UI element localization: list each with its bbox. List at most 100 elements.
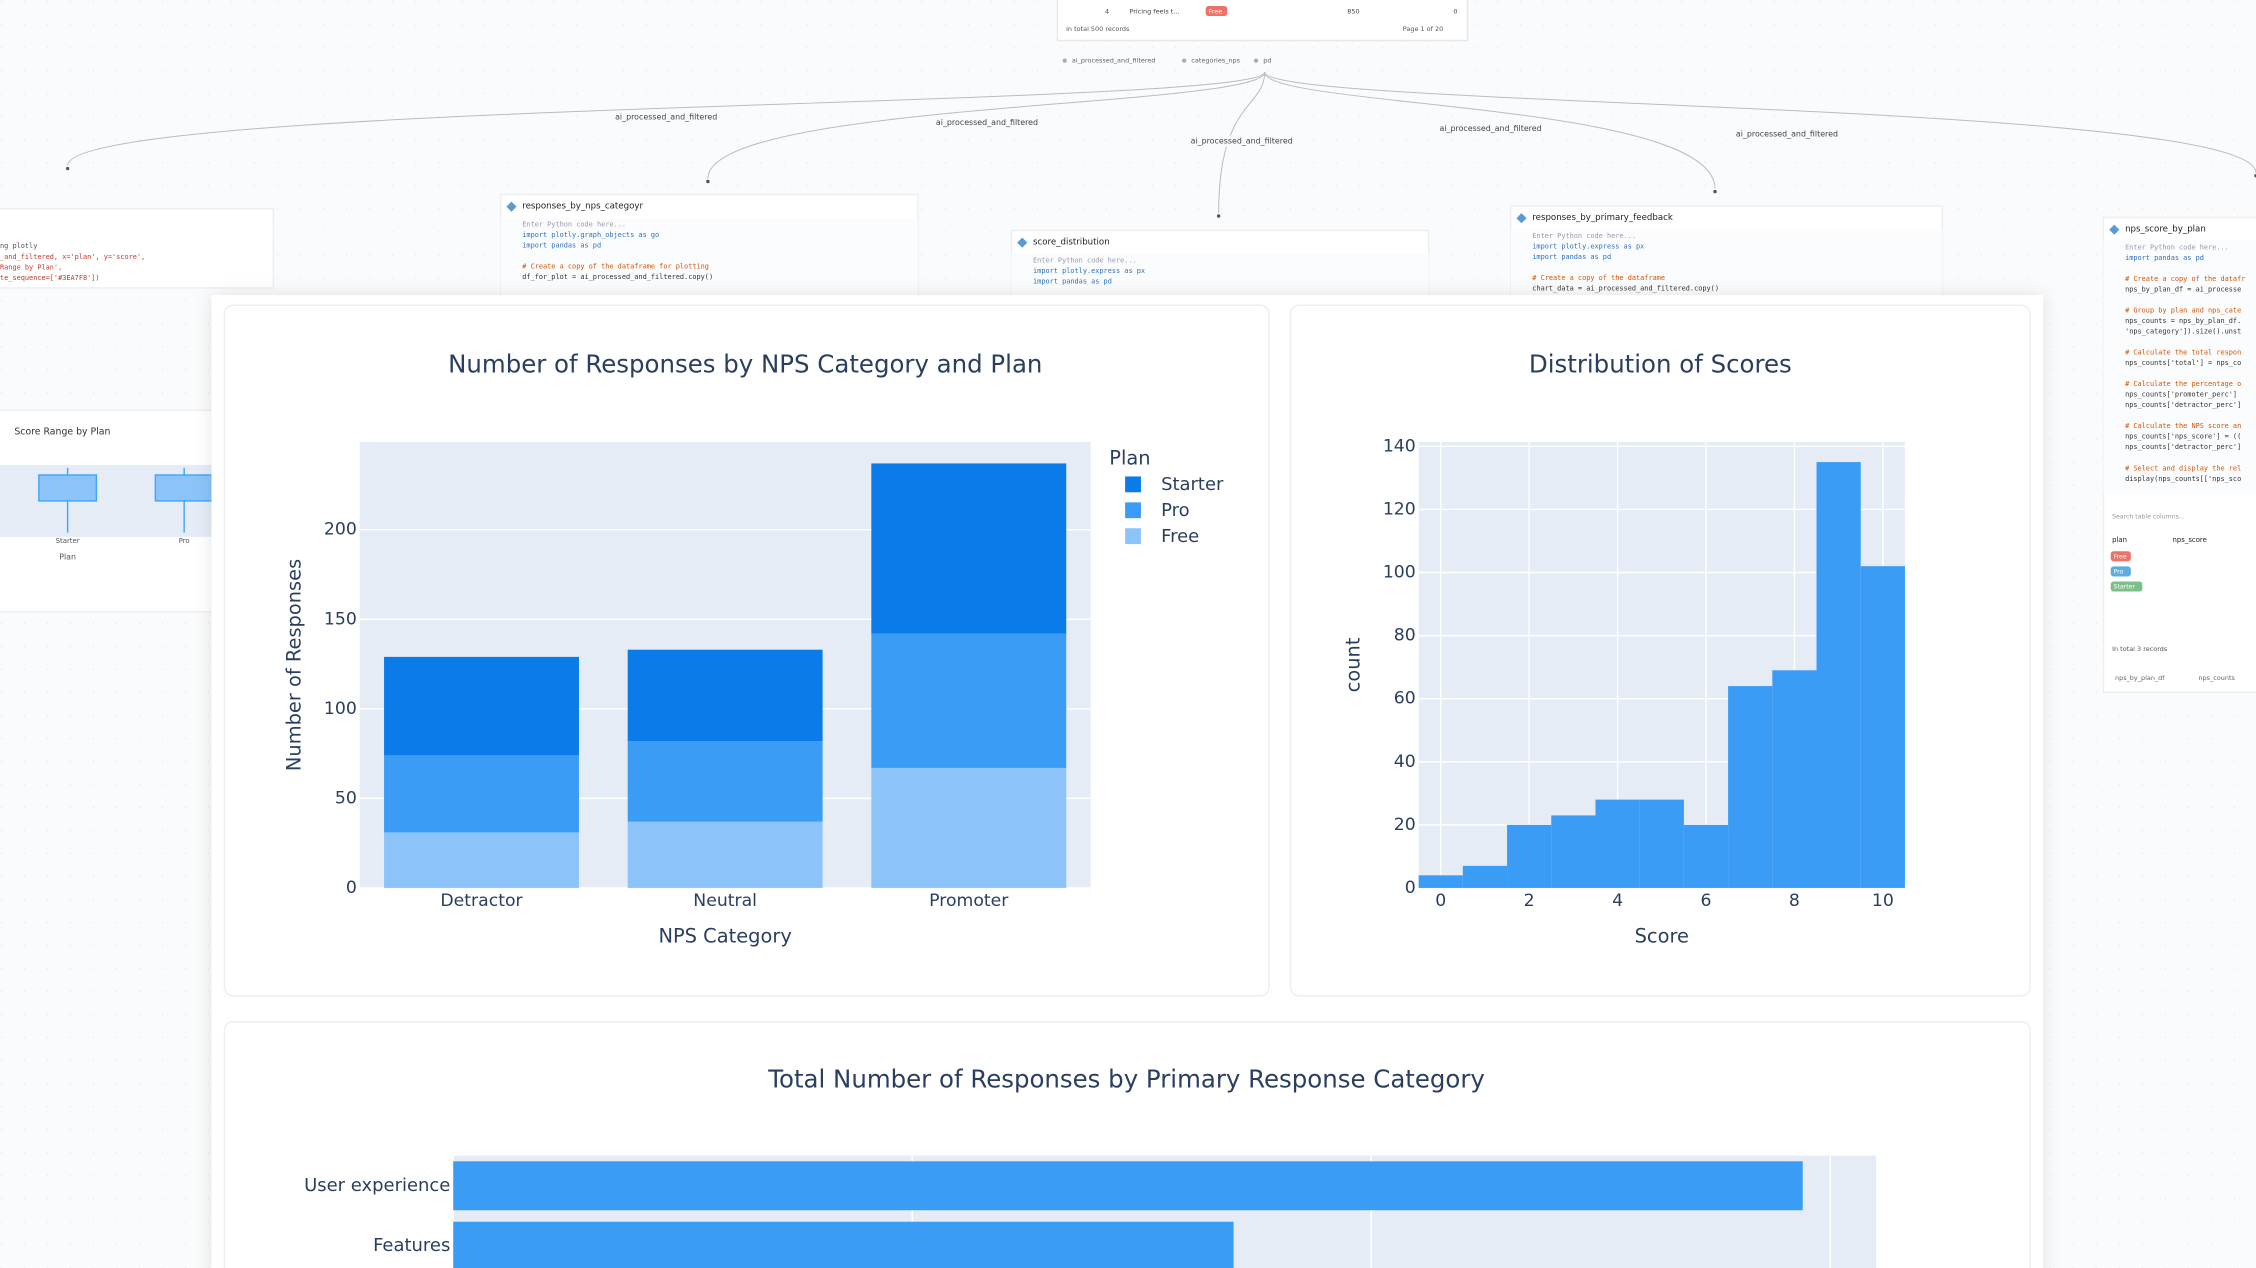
edge-label: ai_processed_and_filtered (615, 112, 717, 121)
code-line: # Group by plan and nps_cate (2125, 307, 2241, 315)
code-line: chart_data = ai_processed_and_filtered.c… (1532, 285, 1719, 293)
output-tag: nps_by_plan_df (2115, 674, 2165, 682)
bar-segment (384, 755, 579, 833)
output-tag: ai_processed_and_filtered (1072, 57, 1156, 65)
plan-tag: Free (2114, 553, 2127, 560)
table-header: plan (2112, 536, 2127, 544)
plan-tag: Starter (2114, 584, 2136, 591)
legend-swatch (1125, 476, 1141, 493)
edge (67, 71, 1266, 166)
editor (2103, 240, 2256, 493)
x-tick-label: Neutral (693, 891, 757, 911)
output-tag: pd (1263, 57, 1271, 65)
node-title: responses_by_nps_categoyr (522, 201, 643, 211)
code-line: # Calculate the total respon (2125, 349, 2241, 357)
cell: 4 (1105, 8, 1109, 16)
tag-dot (1062, 58, 1067, 63)
editor (1510, 228, 1943, 307)
code-line: nps_counts['detractor_perc'] (2125, 443, 2241, 451)
edge-label-bg (1729, 128, 1845, 140)
code-line: # Calculate the percentage o (2125, 380, 2241, 388)
code-line: # Create a copy of the datafr (2125, 275, 2245, 283)
edge-end (1713, 189, 1717, 194)
y-tick-label: 40 (1394, 752, 1416, 772)
code-line: Enter Python code here... (1532, 232, 1636, 240)
bar-segment (384, 656, 579, 756)
edge (1264, 71, 2256, 173)
x-tick-label: Starter (56, 537, 80, 545)
legend-label: Free (1161, 526, 1199, 547)
box (154, 474, 214, 502)
histogram-bar (1551, 815, 1596, 888)
x-tick-label: Promoter (929, 891, 1009, 911)
histogram-bar (1462, 865, 1508, 888)
edge-label: ai_processed_and_filtered (1736, 130, 1838, 139)
edge (1218, 72, 1266, 214)
chart-title: Number of Responses by NPS Category and … (448, 350, 1042, 379)
edge-label: ai_processed_and_filtered (936, 118, 1038, 127)
x-tick-label: 4 (1612, 891, 1623, 911)
code-line: import plotly.express as px (1033, 267, 1145, 275)
legend-title: Plan (1109, 447, 1150, 470)
code-line: nps_counts = nps_by_plan_df. (2125, 317, 2241, 325)
bar-segment (871, 463, 1067, 634)
bar-segment (871, 633, 1067, 768)
x-tick-label: Detractor (440, 891, 523, 911)
edge-label: ai_processed_and_filtered (1191, 137, 1293, 146)
y-tick-label: 80 (1394, 626, 1416, 646)
histogram-bar (1683, 824, 1729, 888)
x-tick-label: Pro (179, 537, 190, 545)
code-line: df_for_plot = ai_processed_and_filtered.… (522, 273, 713, 281)
edge (1264, 72, 1716, 189)
bar (453, 1161, 1803, 1211)
x-tick-label: 6 (1701, 891, 1712, 911)
y-tick-label: 120 (1383, 499, 1416, 519)
x-tick-label: 10 (1872, 891, 1894, 911)
tag (2110, 551, 2131, 562)
code-line: nps_counts['detractor_perc'] (2125, 401, 2241, 409)
bar (453, 1221, 1234, 1268)
code-line: import pandas as pd (2125, 254, 2204, 262)
pager: Page 1 of 20 (1403, 25, 1443, 33)
y-tick-label: 0 (1405, 878, 1416, 898)
table-header: nps_score (2173, 536, 2207, 544)
edge-end (1216, 214, 1221, 218)
cell: 850 (1347, 8, 1359, 16)
histogram-bar (1860, 566, 1905, 888)
code-line: # Select and display the rel (2125, 464, 2241, 472)
code-line: # Create a copy of the dataframe for plo… (522, 263, 709, 271)
bar-segment (627, 821, 823, 888)
node-icon (2109, 224, 2120, 235)
x-tick-label: 2 (1524, 891, 1535, 911)
histogram-bar (1816, 462, 1861, 888)
table-node (1056, 0, 1469, 42)
node-title: nps_score_by_plan (2125, 224, 2206, 234)
table-footer: In total 3 records (2112, 645, 2168, 653)
code-line: Enter Python code here... (522, 221, 626, 229)
bar-segment (871, 767, 1067, 888)
table-footer: in total 500 records (1066, 25, 1130, 33)
tag-dot (1253, 58, 1259, 63)
histogram-bar (1418, 875, 1463, 888)
code-node (0, 208, 275, 289)
bar-segment (627, 649, 823, 742)
node-title: responses_by_primary_feedback (1532, 213, 1673, 223)
edge-label-bg (929, 116, 1045, 129)
cell: Free (1209, 8, 1223, 16)
histogram-bar (1639, 799, 1684, 888)
histogram-bar (1595, 799, 1640, 888)
code-line: # Create a copy of the dataframe (1532, 274, 1665, 282)
x-axis-title: Score (1635, 924, 1689, 947)
y-tick-label: 150 (324, 609, 357, 629)
edge-end (706, 179, 710, 184)
output-tag: categories_nps (1191, 57, 1240, 65)
code-line: Enter Python code here... (1033, 257, 1137, 265)
code-line: ng plotly (0, 242, 37, 250)
y-tick-label: 100 (1383, 563, 1416, 583)
background-nodes: 4 Pricing feels t... Free 850 0 in total 500 … (0, 0, 2256, 693)
code-line: Range by Plan', (0, 263, 62, 271)
tag (1205, 5, 1228, 17)
legend-swatch (1125, 502, 1141, 519)
